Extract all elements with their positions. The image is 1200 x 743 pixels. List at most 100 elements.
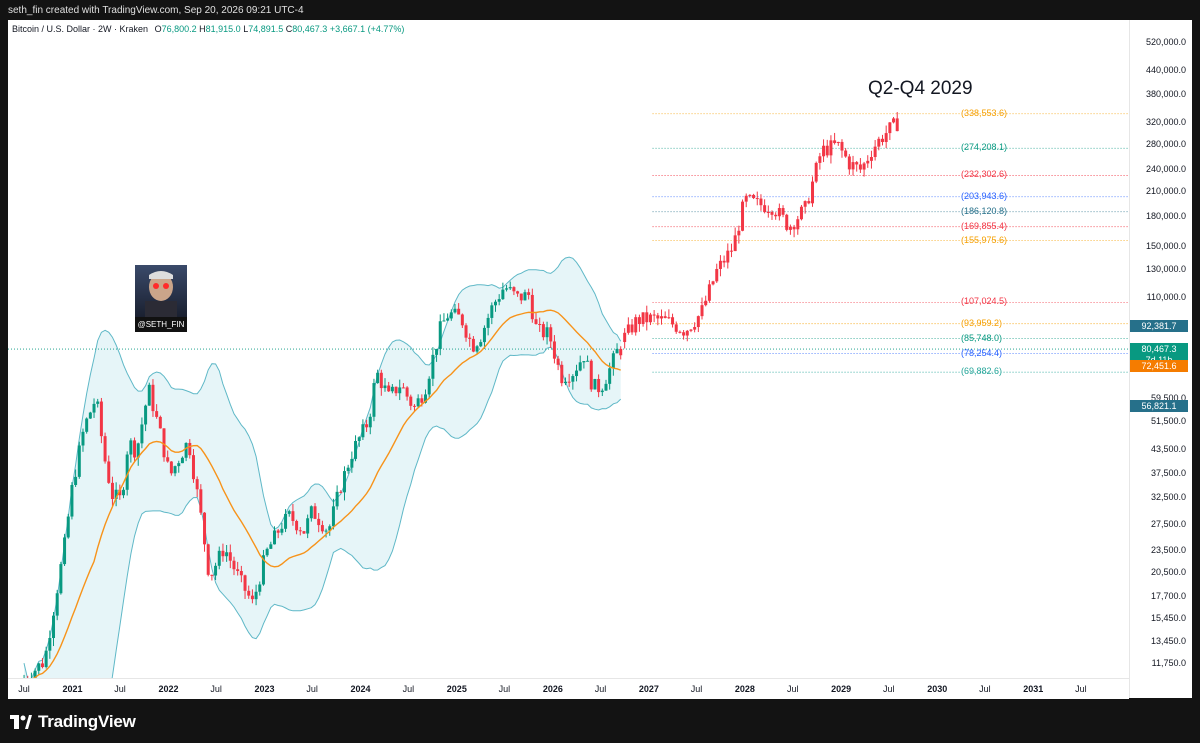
candle-body — [55, 593, 59, 616]
candle-body — [527, 292, 531, 295]
candle-body — [490, 305, 494, 318]
projection-candle — [700, 305, 704, 317]
projection-candle — [763, 205, 767, 213]
projection-candle — [847, 156, 851, 170]
candle-body — [206, 544, 210, 575]
bollinger-lower — [111, 346, 622, 678]
projection-candle — [796, 219, 800, 230]
price-tag: 72,451.6 — [1130, 360, 1188, 373]
candle-body — [44, 650, 48, 668]
bollinger-band-fill — [24, 257, 621, 678]
time-tick-label: Jul — [210, 684, 222, 694]
price-axis[interactable]: 520,000.0 440,000.0 380,000.0 320,000.0 280,… — [1129, 20, 1192, 698]
projection-candle — [689, 329, 693, 331]
candle-body — [578, 362, 582, 371]
price-tick-label: 380,000.0 — [1145, 88, 1186, 99]
price-tick-label: 520,000.0 — [1145, 37, 1186, 48]
chart-area[interactable]: Bitcoin / U.S. Dollar · 2W · Kraken O76,… — [8, 20, 1192, 699]
candle-body — [350, 458, 354, 468]
candle-body — [136, 443, 140, 458]
projection-candle — [766, 211, 770, 213]
candle-body — [295, 521, 299, 531]
projection-candle — [888, 122, 892, 134]
projection-candle — [855, 162, 859, 165]
candle-body — [615, 348, 619, 354]
candle-body — [508, 287, 512, 289]
price-tick-label: 37,500.0 — [1150, 468, 1186, 479]
time-axis[interactable]: Jul 2021 Jul 2022 Jul 2023 Jul 2024 Jul 2025 Jul 20… — [8, 678, 1129, 699]
candle-body — [273, 530, 277, 545]
candle-body — [155, 411, 159, 417]
candle-body — [357, 437, 361, 441]
candle-body — [302, 531, 306, 534]
candle-body — [221, 550, 225, 557]
legend-open: 76,800.2 — [161, 24, 197, 34]
tradingview-logo[interactable]: TradingView — [10, 712, 136, 732]
candle-body — [258, 584, 262, 592]
candle-body — [239, 571, 243, 576]
candle-body — [446, 318, 450, 321]
candle-body — [582, 361, 586, 363]
candle-body — [563, 381, 567, 384]
candle-body — [287, 511, 291, 514]
projection-candle — [799, 206, 803, 220]
projection-candle — [833, 140, 837, 144]
time-tick-label: 2026 — [542, 684, 563, 694]
candle-body — [600, 390, 604, 393]
chart-legend: Bitcoin / U.S. Dollar · 2W · Kraken O76,… — [12, 24, 404, 34]
time-tick-label: 2030 — [927, 684, 948, 694]
legend-high: 81,915.0 — [205, 24, 241, 34]
avatar-image — [135, 265, 187, 317]
moving-average — [32, 309, 621, 678]
projection-candle — [825, 145, 829, 156]
level-label: (69,882.6) — [961, 366, 1003, 377]
price-tick-label: 130,000.0 — [1145, 264, 1186, 275]
candle-body — [387, 385, 391, 392]
time-tick-label: Jul — [979, 684, 991, 694]
projection-candle — [634, 317, 638, 333]
candle-body — [383, 385, 387, 389]
legend-close-label: C — [285, 24, 293, 34]
candle-body — [232, 560, 236, 570]
tradingview-logo-icon — [10, 715, 32, 729]
candle-body — [328, 526, 332, 531]
projection-candle — [829, 140, 833, 156]
projection-candle — [777, 208, 781, 217]
candle-body — [166, 457, 170, 462]
candle-body — [575, 370, 579, 377]
projection-candle — [807, 201, 811, 204]
price-tick-label: 13,450.0 — [1150, 636, 1186, 647]
candle-body — [250, 595, 254, 600]
price-tick-label: 59,500.0 — [1150, 392, 1186, 403]
price-tick-label: 43,500.0 — [1150, 443, 1186, 454]
projection-candle — [752, 194, 756, 199]
candle-body — [379, 372, 383, 389]
candle-body — [460, 314, 464, 326]
candle-body — [482, 327, 486, 343]
projection-candle — [781, 208, 785, 215]
time-tick-label: 2021 — [62, 684, 83, 694]
price-tag: 92,381.7 — [1130, 320, 1188, 333]
candle-body — [420, 398, 424, 403]
price-tick-label: 20,500.0 — [1150, 567, 1186, 578]
candle-body — [269, 544, 273, 549]
candle-body — [464, 325, 468, 338]
chart-plot[interactable] — [8, 20, 1129, 678]
candle-body — [114, 489, 118, 500]
candle-body — [611, 353, 615, 369]
candle-body — [342, 471, 346, 493]
projection-candle — [877, 138, 881, 147]
candle-body — [228, 552, 232, 561]
candle-body — [619, 348, 623, 356]
candle-body — [184, 442, 188, 458]
header-title: seth_fin created with TradingView.com, S… — [8, 5, 304, 16]
candle-body — [191, 455, 195, 480]
candle-body — [107, 461, 111, 483]
projection-candle — [663, 316, 667, 319]
candle-body — [70, 484, 74, 517]
candle-body — [398, 387, 402, 394]
candle-body — [412, 405, 416, 407]
candle-body — [497, 299, 501, 302]
candle-body — [158, 416, 162, 429]
candle-body — [486, 317, 490, 328]
